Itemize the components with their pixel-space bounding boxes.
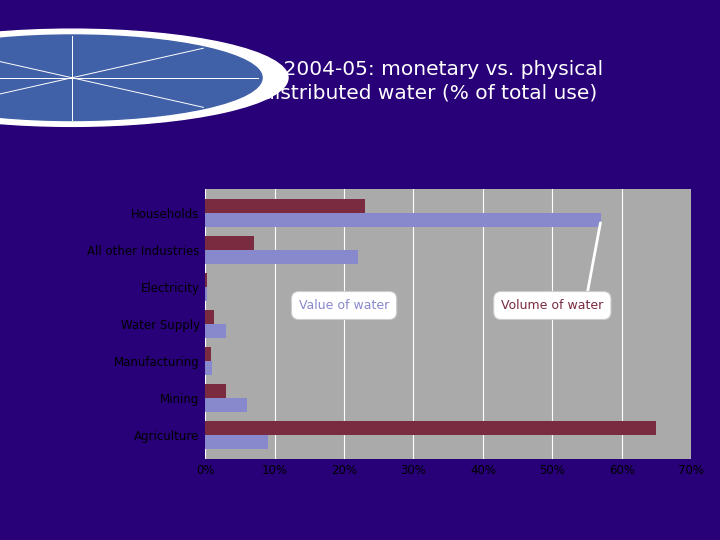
Bar (205, 435, 268, 449)
Text: Value of water: Value of water (299, 299, 390, 312)
Bar (205, 250, 358, 264)
Bar (205, 273, 207, 287)
Bar (205, 421, 657, 435)
Bar (205, 324, 226, 338)
Bar (205, 347, 211, 361)
Bar (205, 361, 212, 375)
Bar (205, 398, 247, 412)
Bar (205, 236, 254, 250)
Circle shape (0, 29, 288, 126)
Circle shape (0, 35, 262, 120)
Bar (205, 384, 226, 398)
Bar (205, 199, 365, 213)
Text: Volume of water: Volume of water (501, 299, 603, 312)
Bar (205, 287, 207, 301)
Text: Australia 2004-05: monetary vs. physical
use of distributed water (% of total us: Australia 2004-05: monetary vs. physical… (189, 60, 603, 102)
Bar (205, 310, 214, 324)
Bar (205, 213, 601, 227)
